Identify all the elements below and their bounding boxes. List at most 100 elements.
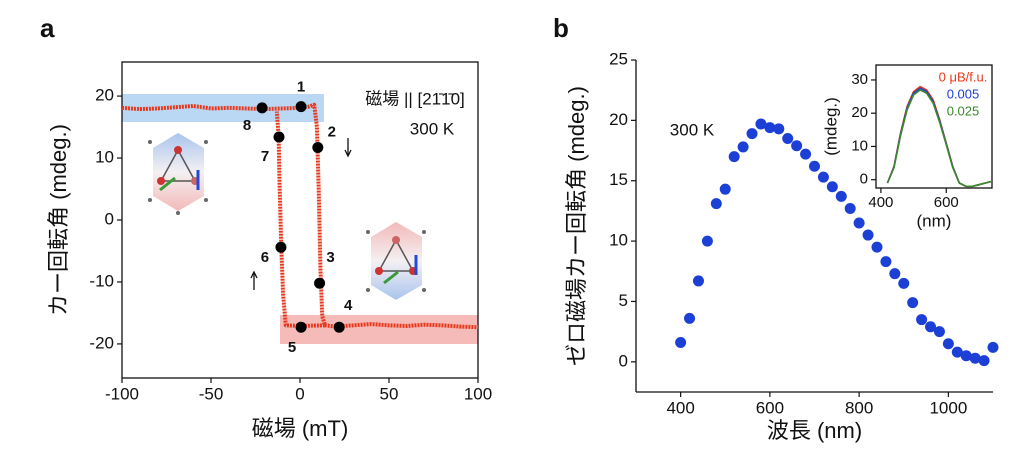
data-line	[121, 102, 479, 330]
marker-point	[295, 101, 307, 113]
data-line	[886, 85, 993, 188]
marker-point	[273, 131, 285, 143]
data-point	[871, 241, 883, 253]
down-band	[280, 315, 478, 344]
data-point	[933, 326, 945, 338]
x-tick-label: -50	[199, 384, 224, 403]
y-axis-label: (mdeg.)	[821, 97, 840, 156]
marker-label: 5	[288, 339, 296, 356]
data-point	[755, 118, 767, 130]
data-point	[880, 256, 892, 268]
data-point	[853, 217, 865, 229]
x-tick-label: 50	[380, 384, 399, 403]
y-axis-label: ゼロ磁場カー回転角 (mdeg.)	[564, 86, 589, 366]
data-point	[978, 355, 990, 367]
data-point	[764, 122, 776, 134]
x-tick-label: 400	[868, 194, 893, 211]
y-tick-label: 25	[609, 49, 628, 68]
plot-frame	[875, 64, 993, 189]
y-axis-label: カー回転角 (mdeg.)	[46, 124, 71, 316]
x-tick-label: 1000	[929, 398, 967, 417]
data-point	[907, 297, 919, 309]
data-point	[684, 312, 696, 324]
data-point	[701, 235, 713, 247]
data-point	[889, 268, 901, 280]
marker-label: 3	[326, 249, 334, 266]
data-point	[710, 198, 722, 210]
x-tick-label: 800	[845, 398, 873, 417]
data-point	[773, 123, 785, 135]
y-tick-label: 20	[851, 104, 868, 121]
data-line	[886, 89, 993, 188]
annotation: 300 K	[410, 119, 455, 138]
y-tick-label: 20	[95, 86, 114, 105]
crystal-icon	[148, 133, 208, 215]
y-tick-label: 0	[105, 209, 114, 228]
data-point	[782, 132, 794, 144]
marker-label: 1	[297, 79, 305, 96]
data-point	[844, 202, 856, 214]
data-point	[728, 151, 740, 163]
data-point	[925, 321, 937, 333]
data-point	[692, 275, 704, 287]
data-point	[817, 171, 829, 183]
y-tick-label: 0	[619, 351, 628, 370]
panel-label: a	[40, 13, 55, 43]
annotation: 300 K	[670, 120, 715, 139]
data-point	[916, 314, 928, 326]
marker-label: 2	[328, 123, 336, 140]
marker-point	[312, 142, 324, 154]
data-point	[746, 128, 758, 140]
y-tick-label: 5	[619, 291, 628, 310]
data-point	[675, 337, 687, 349]
y-tick-label: 10	[95, 148, 114, 167]
marker-point	[256, 102, 268, 114]
y-tick-label: -20	[89, 333, 114, 352]
data-point	[835, 190, 847, 202]
x-tick-label: 100	[464, 384, 492, 403]
x-tick-label: 600	[756, 398, 784, 417]
y-tick-label: 20	[609, 110, 628, 129]
y-tick-label: 10	[609, 231, 628, 250]
x-tick-label: 600	[934, 194, 959, 211]
crystal-icon	[366, 222, 426, 300]
x-axis-label: 波長 (nm)	[767, 418, 862, 443]
marker-point	[314, 277, 326, 289]
y-tick-label: 30	[851, 71, 868, 88]
y-tick-label: 15	[609, 170, 628, 189]
sweep-arrow	[250, 138, 352, 290]
marker-label: 8	[243, 117, 251, 134]
data-point	[826, 181, 838, 193]
data-point	[800, 148, 812, 160]
y-tick-label: -10	[89, 271, 114, 290]
x-axis-label: (nm)	[917, 211, 952, 230]
marker-point	[295, 321, 307, 333]
marker-point	[333, 321, 345, 333]
x-tick-label: 0	[295, 384, 304, 403]
data-point	[791, 140, 803, 152]
data-point	[960, 350, 972, 362]
x-tick-label: 400	[666, 398, 694, 417]
x-tick-label: -100	[105, 384, 139, 403]
y-tick-label: 10	[851, 137, 868, 154]
data-point	[809, 160, 820, 172]
legend-label: 0 μB/f.u.	[939, 69, 988, 84]
legend-label: 0.025	[947, 103, 980, 118]
annotation: 磁場 || [21̄1̄0]	[365, 89, 465, 108]
data-point	[719, 183, 731, 195]
marker-label: 7	[261, 148, 269, 165]
x-axis-label: 磁場 (mT)	[252, 416, 349, 441]
data-point	[737, 141, 749, 153]
legend-label: 0.005	[947, 86, 980, 101]
data-point	[969, 352, 981, 364]
data-point	[862, 229, 874, 241]
y-tick-label: 0	[860, 171, 868, 188]
data-point	[942, 338, 954, 350]
data-point	[951, 346, 963, 358]
data-point	[898, 277, 910, 289]
data-point	[987, 341, 999, 353]
panel-label: b	[553, 13, 569, 43]
marker-point	[275, 241, 287, 253]
marker-label: 6	[261, 249, 269, 266]
